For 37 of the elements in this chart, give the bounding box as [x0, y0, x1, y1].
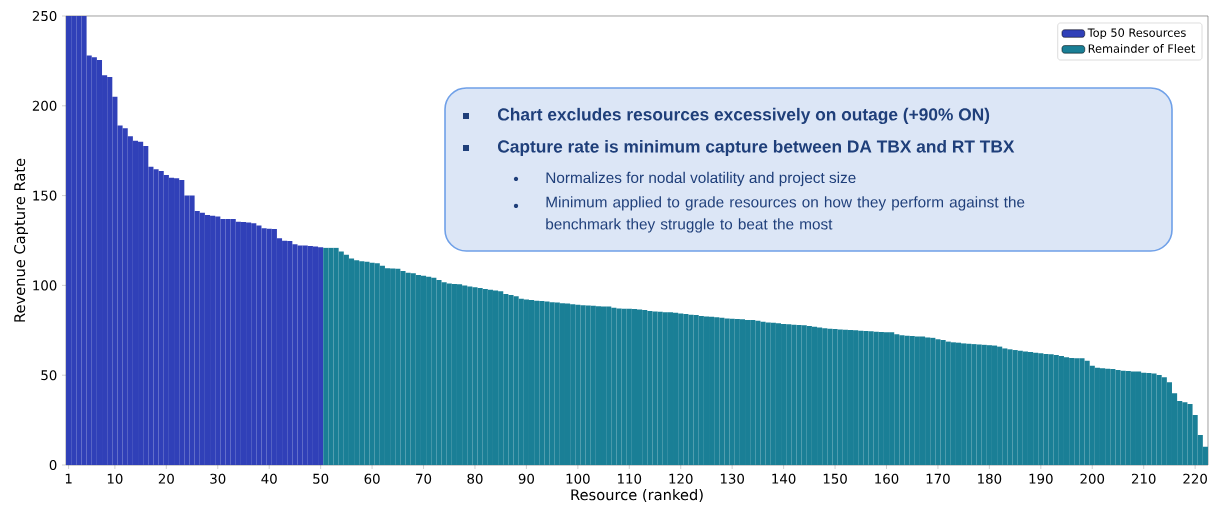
- annotation: Minimum applied to grade resources on how they perform against the benchmark they struggle to beat the most: [546, 196, 1025, 233]
- x-tick-label: 200: [1080, 473, 1105, 484]
- x-tick-label: 180: [978, 473, 1002, 484]
- annotation: Chart excludes resources excessively on outage (+90% ON): [497, 107, 990, 125]
- x-tick-label: 170: [926, 473, 950, 484]
- x-tick-label: 70: [416, 473, 432, 484]
- x-tick-label: 80: [467, 473, 483, 484]
- y-tick-label: 50: [41, 370, 57, 381]
- x-tick-label: 90: [518, 473, 535, 484]
- x-tick-label: 110: [618, 473, 642, 484]
- x-tick-label: 150: [823, 473, 847, 484]
- x-tick-label: 120: [669, 473, 693, 484]
- y-tick-label: 150: [33, 190, 57, 201]
- annotation: Capture rate is minimum capture between DA TBX and RT TBX: [497, 139, 1015, 157]
- x-tick-label: 140: [772, 473, 796, 484]
- legend-label: Top 50 Resources: [1087, 28, 1186, 40]
- x-tick-label: 130: [720, 473, 745, 484]
- x-tick-label: 60: [364, 473, 380, 484]
- x-axis-title: Resource (ranked): [571, 488, 703, 502]
- y-tick-label: 0: [49, 459, 57, 471]
- x-tick-label: 30: [210, 473, 226, 484]
- x-tick-label: 220: [1183, 473, 1207, 484]
- x-tick-label: 20: [158, 473, 174, 484]
- x-tick-label: 210: [1131, 473, 1156, 484]
- x-tick-label: 160: [875, 473, 899, 484]
- x-tick-label: 10: [107, 473, 123, 484]
- x-tick-label: 100: [566, 473, 590, 484]
- x-tick-label: 1: [65, 473, 72, 484]
- annotation: Normalizes for nodal volatility and project size: [546, 171, 856, 187]
- y-axis-title: Revenue Capture Rate: [14, 158, 29, 322]
- x-tick-label: 40: [261, 473, 277, 484]
- legend-label: Remainder of Fleet: [1088, 44, 1196, 53]
- y-tick-label: 250: [32, 10, 57, 22]
- x-tick-label: 190: [1029, 473, 1053, 484]
- y-tick-label: 200: [32, 100, 57, 111]
- x-tick-label: 50: [313, 473, 329, 484]
- y-tick-label: 100: [33, 280, 57, 291]
